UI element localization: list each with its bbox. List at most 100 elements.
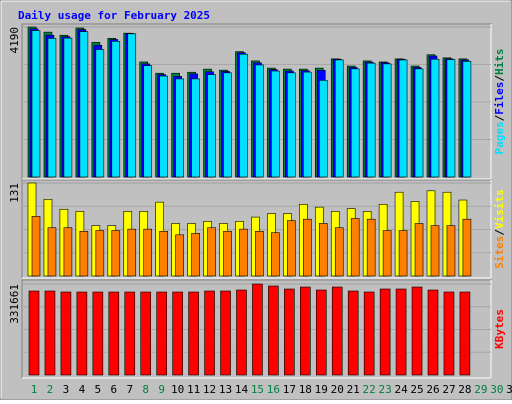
bar [398, 59, 408, 178]
bar [318, 80, 328, 178]
bar [223, 72, 232, 178]
bar [414, 223, 424, 277]
bar [207, 74, 216, 178]
x-tick-label: 2 [47, 383, 54, 396]
x-tick-label: 14 [235, 383, 249, 396]
x-tick-label: 17 [283, 383, 296, 396]
legend-entry: Visits [493, 189, 506, 229]
x-tick-label: 16 [267, 383, 280, 396]
legend: Pages/Files/Hits [493, 49, 506, 155]
bar [395, 288, 407, 376]
x-tick-label: 5 [95, 383, 102, 396]
bar [47, 227, 57, 277]
bar [95, 230, 105, 277]
bar [284, 288, 295, 376]
bar [334, 227, 344, 277]
x-tick-label: 9 [158, 383, 165, 396]
bar [111, 230, 121, 277]
bar [331, 286, 343, 376]
x-tick-label: 18 [299, 383, 312, 396]
x-tick-label: 19 [315, 383, 328, 396]
bar [446, 59, 456, 178]
bar [462, 61, 472, 178]
bar [111, 41, 121, 178]
legend: KBytes [493, 309, 506, 349]
bar [268, 285, 279, 376]
x-tick-label: 1 [31, 383, 38, 396]
bar [140, 291, 152, 376]
bar [363, 291, 375, 376]
x-tick-label: 6 [110, 383, 117, 396]
legend-separator: / [493, 75, 506, 82]
bar [287, 72, 296, 178]
bar [239, 53, 248, 178]
bar [255, 64, 264, 178]
bar [143, 228, 153, 277]
bar [47, 38, 57, 178]
bar [303, 218, 312, 277]
bar [411, 286, 423, 376]
bar [315, 289, 327, 376]
bar [414, 68, 424, 178]
bar [108, 291, 120, 376]
bar [287, 220, 296, 277]
legend-separator: / [493, 229, 506, 236]
bar [446, 225, 456, 277]
bar [79, 230, 89, 277]
y-tick-label: 131 [8, 183, 21, 203]
bar [271, 70, 280, 178]
bar [159, 75, 168, 178]
bar [79, 31, 89, 178]
x-tick-label: 4 [79, 383, 86, 396]
bar [143, 65, 153, 178]
bar [398, 230, 408, 277]
bar [191, 78, 200, 178]
legend: Sites/Visits [493, 189, 506, 269]
x-tick-label: 22 [363, 383, 376, 396]
x-tick-label: 30 [490, 383, 503, 396]
legend-entry: KBytes [493, 309, 506, 349]
bar [76, 291, 88, 376]
bar [382, 63, 392, 178]
bar [300, 286, 311, 376]
x-tick-label: 29 [474, 383, 487, 396]
bar [459, 291, 471, 376]
x-tick-label: 31 [506, 383, 512, 396]
bar [427, 289, 439, 376]
chart-title: Daily usage for February 2025 [18, 9, 210, 22]
bar [124, 291, 136, 376]
legend-entry: Sites [493, 236, 506, 269]
bar [379, 288, 391, 376]
bar [443, 291, 455, 376]
bar [318, 223, 328, 277]
bar [239, 228, 248, 277]
x-tick-label: 13 [219, 383, 232, 396]
bar [236, 289, 247, 376]
bar [303, 71, 312, 178]
bar [191, 233, 200, 277]
legend-separator: / [493, 114, 506, 121]
bar [156, 291, 167, 376]
x-tick-label: 28 [458, 383, 471, 396]
x-tick-label: 23 [378, 383, 391, 396]
x-tick-label: 12 [203, 383, 216, 396]
bar [207, 227, 216, 277]
bar [127, 228, 137, 277]
bar [347, 290, 359, 376]
x-tick-label: 24 [394, 383, 408, 396]
bar [60, 291, 72, 376]
y-tick-label: 331661 [8, 284, 21, 324]
x-tick-label: 26 [426, 383, 439, 396]
legend-entry: Pages [493, 121, 506, 154]
bar [175, 234, 184, 277]
x-tick-label: 25 [410, 383, 423, 396]
x-tick-label: 11 [187, 383, 200, 396]
legend-entry: Hits [493, 49, 506, 76]
y-tick-label: 4190 [8, 27, 21, 54]
bar [430, 58, 440, 178]
bar [63, 227, 73, 277]
bar [31, 30, 41, 178]
bar [334, 59, 344, 178]
x-tick-label: 10 [171, 383, 184, 396]
bar [172, 291, 183, 376]
